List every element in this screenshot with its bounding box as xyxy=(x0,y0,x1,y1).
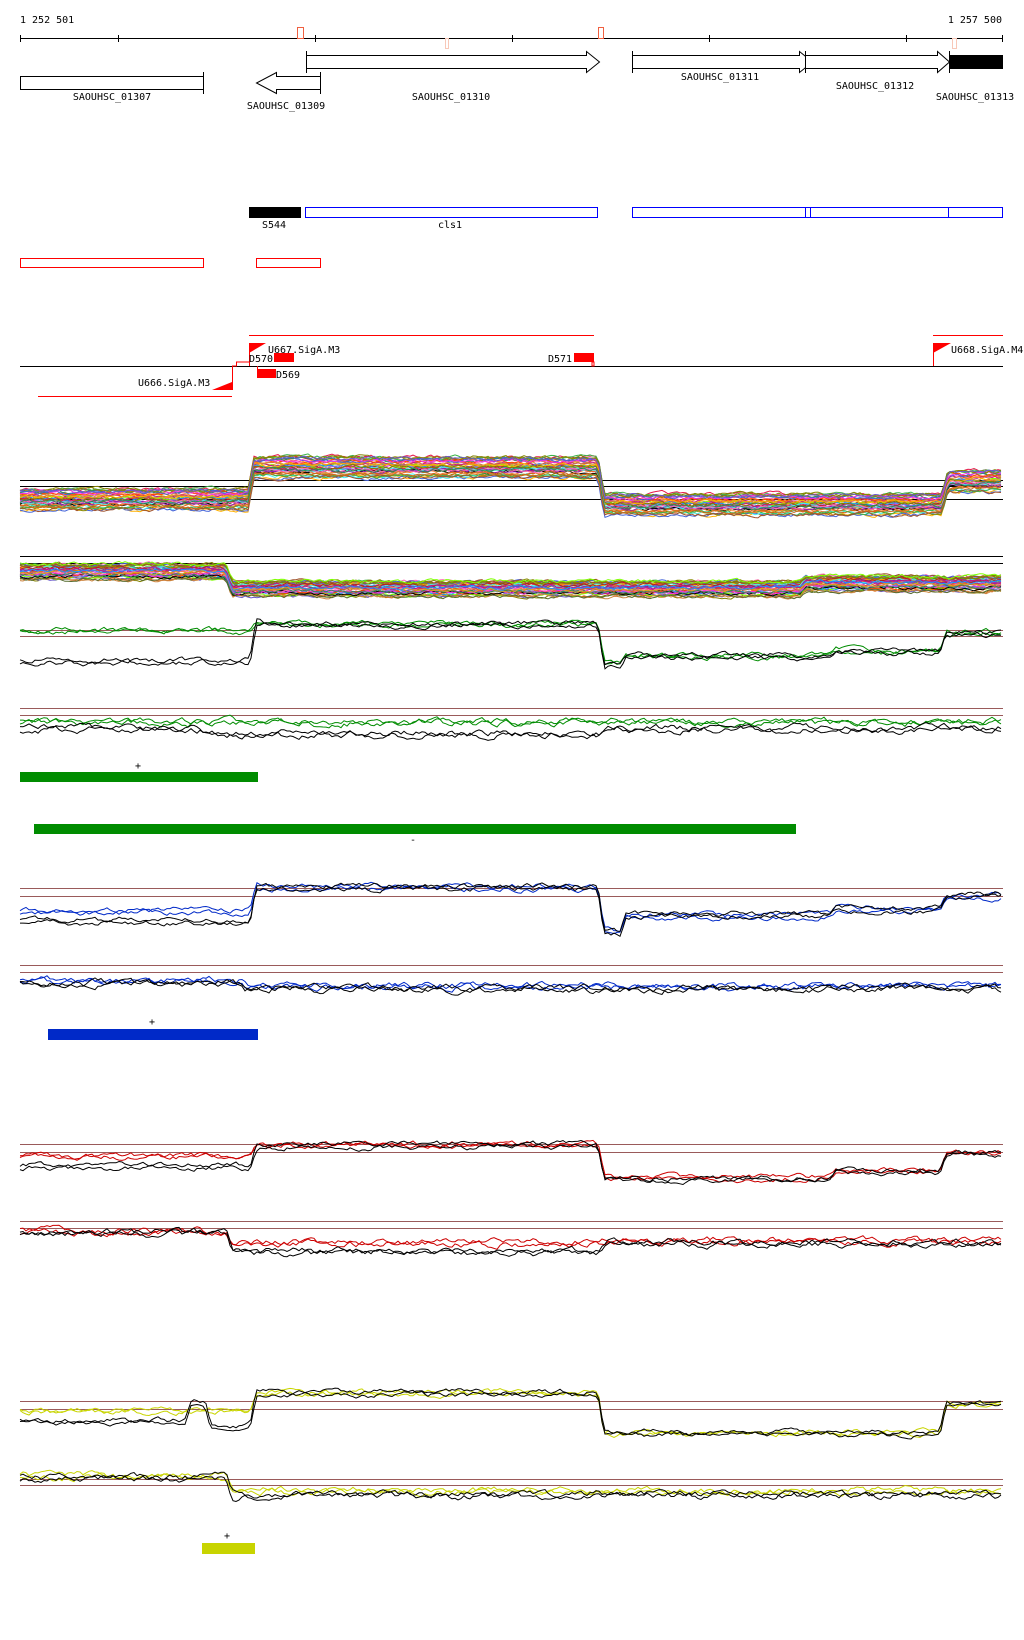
feature-label: S544 xyxy=(262,220,286,231)
segment-label: D570 xyxy=(249,354,273,365)
feature-blue-right[interactable] xyxy=(632,207,1003,218)
signal-line xyxy=(20,470,1001,515)
signal-line xyxy=(19,1471,1002,1500)
signal-line xyxy=(19,1474,1002,1503)
signal-line xyxy=(19,618,1002,666)
signal-line xyxy=(20,884,1002,938)
signal-line xyxy=(19,570,1002,596)
segment-label: D571 xyxy=(548,354,572,365)
signal-line xyxy=(19,1139,1002,1183)
strand-mark: - xyxy=(410,835,416,846)
segment-u667[interactable]: U667.SigA.M3 xyxy=(249,343,340,366)
signal-line xyxy=(19,455,1002,499)
gene-saouhsc-01312[interactable]: SAOUHSC_01312 xyxy=(805,50,951,92)
signal-line xyxy=(19,466,1002,510)
ruler-marker xyxy=(297,27,304,39)
gene-label: SAOUHSC_01309 xyxy=(247,101,325,112)
ruler-end-label: 1 257 500 xyxy=(948,15,1002,26)
signal-line xyxy=(19,1224,1002,1247)
gene-saouhsc-01313[interactable]: SAOUHSC_01313 xyxy=(936,51,1014,103)
signal-line xyxy=(20,714,1002,727)
feature-label: cls1 xyxy=(438,220,462,231)
gene-saouhsc-01310[interactable]: SAOUHSC_01310 xyxy=(306,50,601,103)
strand-mark: + xyxy=(149,1017,155,1028)
signal-line xyxy=(19,977,1002,995)
signal-line xyxy=(19,461,1002,505)
signal-line xyxy=(19,622,1002,670)
segment-d571[interactable]: D571 xyxy=(548,353,595,367)
signal-line xyxy=(19,565,1002,589)
segment-label: U666.SigA.M3 xyxy=(138,378,210,389)
signal-line xyxy=(19,454,1002,498)
gene-label: SAOUHSC_01312 xyxy=(836,81,914,92)
gene-label: SAOUHSC_01311 xyxy=(681,72,759,83)
feature-red-box[interactable] xyxy=(256,258,321,268)
segment-u668[interactable]: U668.SigA.M4 xyxy=(933,343,1023,366)
ruler-start-label: 1 252 501 xyxy=(20,15,74,26)
ruler-marker xyxy=(445,38,449,49)
signal-line xyxy=(19,1389,1002,1440)
signal-line xyxy=(19,976,1001,993)
signal-line xyxy=(19,620,1002,666)
signal-line xyxy=(19,724,1002,741)
signal-line xyxy=(19,1142,1002,1186)
segment-d569[interactable]: D569 xyxy=(257,366,300,381)
gene-saouhsc-01309[interactable]: SAOUHSC_01309 xyxy=(247,71,325,112)
signal-line xyxy=(19,560,1002,585)
signal-line xyxy=(19,1226,1002,1257)
signal-line xyxy=(19,576,1002,600)
signal-line xyxy=(19,474,1002,519)
segment-label: U668.SigA.M4 xyxy=(951,345,1023,356)
signal-line xyxy=(19,470,1001,515)
blue-plus-region[interactable]: + xyxy=(48,1017,258,1040)
feature-cls1[interactable]: cls1 xyxy=(305,207,598,232)
gene-label: SAOUHSC_01307 xyxy=(73,92,151,103)
segment-label: D569 xyxy=(276,370,300,381)
feature-red-box[interactable] xyxy=(20,258,204,268)
yellow-plus-region[interactable]: + xyxy=(202,1531,255,1554)
strand-mark: + xyxy=(135,761,141,772)
gene-label: SAOUHSC_01310 xyxy=(412,92,490,103)
segment-label: U667.SigA.M3 xyxy=(268,345,340,356)
segment-d570[interactable]: D570 xyxy=(249,353,294,365)
signal-line xyxy=(19,1142,1002,1184)
strand-mark: + xyxy=(224,1531,230,1542)
green-minus-region[interactable]: - xyxy=(34,824,796,846)
green-plus-region[interactable]: + xyxy=(20,761,258,782)
signal-line xyxy=(19,474,1002,518)
signal-line xyxy=(19,1387,1002,1436)
ruler-marker xyxy=(598,27,604,39)
segment-track: U667.SigA.M3 D570 D571 D569 U666.SigA.M3… xyxy=(20,335,1023,397)
signal-line xyxy=(19,717,1002,729)
signal-line xyxy=(19,463,1002,508)
signal-line xyxy=(19,882,1002,932)
coordinate-ruler: 1 252 501 1 257 500 xyxy=(20,15,1003,49)
gene-saouhsc-01311[interactable]: SAOUHSC_01311 xyxy=(632,50,814,83)
ruler-marker xyxy=(952,38,957,49)
signal-line xyxy=(19,568,1002,593)
expression-tracks xyxy=(19,453,1003,1503)
feature-s544[interactable]: S544 xyxy=(249,207,301,231)
signal-line xyxy=(19,567,1002,591)
signal-line xyxy=(19,977,1002,996)
segment-u666[interactable]: U666.SigA.M3 xyxy=(138,361,249,390)
signal-line xyxy=(19,576,1002,600)
signal-line xyxy=(19,884,1002,935)
gene-label: SAOUHSC_01313 xyxy=(936,92,1014,103)
signal-line xyxy=(19,566,1002,591)
gene-saouhsc-01307[interactable]: SAOUHSC_01307 xyxy=(20,72,204,103)
signal-line xyxy=(19,1229,1002,1258)
